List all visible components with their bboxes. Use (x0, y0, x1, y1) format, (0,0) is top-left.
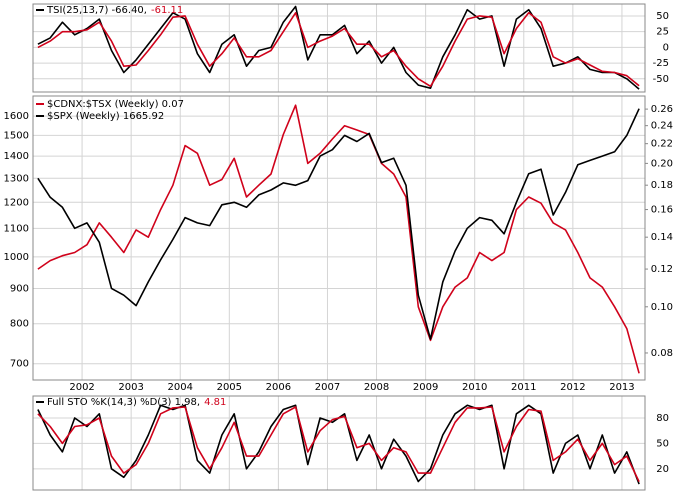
y-tick-label: 1000 (4, 252, 29, 263)
y-tick-label: 50 (656, 438, 669, 449)
y-tick-label: 50 (656, 11, 669, 22)
legend-entry: TSI(25,13,7) -66.40, (46, 5, 147, 16)
panel-frame (32, 95, 646, 381)
y-tick-label: -25 (653, 58, 669, 69)
y-tick-label: 700 (10, 359, 29, 370)
y-tick-label: 1500 (4, 130, 29, 141)
x-tick-label: 2003 (118, 382, 143, 393)
x-tick-label: 2009 (413, 382, 438, 393)
legend-label: $SPX (Weekly) 1665.92 (47, 111, 164, 122)
x-tick-label: 2004 (168, 382, 193, 393)
panel-frame (32, 3, 646, 93)
y2-tick-label: 0.10 (651, 302, 673, 313)
x-tick-label: 2012 (560, 382, 585, 393)
y-tick-label: 1100 (4, 223, 29, 234)
y2-tick-label: 0.12 (651, 264, 673, 275)
legend-label: TSI(25,13,7) -66.40, -61.11 (46, 5, 183, 16)
legend-entry: Full STO %K(14,3) %D(3) 1.98, (47, 397, 200, 408)
y2-tick-label: 0.26 (651, 104, 673, 115)
x-tick-label: 2006 (266, 382, 291, 393)
x-tick-label: 2005 (217, 382, 242, 393)
y-tick-label: 1200 (4, 197, 29, 208)
x-tick-label: 2013 (609, 382, 634, 393)
legend-entry: 4.81 (204, 397, 226, 408)
panel-frame (32, 395, 646, 491)
y-tick-label: 0 (663, 42, 669, 53)
series-line (37, 406, 640, 483)
y-tick-label: 1300 (4, 173, 29, 184)
y2-tick-label: 0.24 (651, 121, 673, 132)
series-line (37, 12, 640, 88)
y-tick-label: 900 (10, 283, 29, 294)
y2-tick-label: 0.18 (651, 180, 673, 191)
x-tick-label: 2007 (315, 382, 340, 393)
legend-label: $CDNX:$TSX (Weekly) 0.07 (47, 99, 184, 110)
y-tick-label: 1600 (4, 111, 29, 122)
y-tick-label: -50 (653, 74, 669, 85)
panel (33, 4, 645, 92)
y2-tick-label: 0.08 (651, 348, 673, 359)
y2-tick-label: 0.16 (651, 205, 673, 216)
x-tick-label: 2011 (511, 382, 536, 393)
y-tick-label: 1400 (4, 151, 29, 162)
y-tick-label: 25 (656, 27, 669, 38)
y2-tick-label: 0.14 (651, 232, 673, 243)
x-tick-label: 2008 (364, 382, 389, 393)
series-line (37, 108, 640, 340)
legend-entry: -61.11 (151, 5, 183, 16)
y-tick-label: 20 (656, 464, 669, 475)
series-line (37, 104, 640, 374)
y-tick-label: 80 (656, 413, 669, 424)
panel (33, 96, 645, 380)
legend-label: Full STO %K(14,3) %D(3) 1.98, 4.81 (47, 397, 226, 408)
y-tick-label: 800 (10, 319, 29, 330)
x-tick-label: 2010 (462, 382, 487, 393)
y2-tick-label: 0.20 (651, 158, 673, 169)
series-line (37, 5, 640, 90)
x-tick-label: 2002 (69, 382, 94, 393)
y2-tick-label: 0.22 (651, 139, 673, 150)
